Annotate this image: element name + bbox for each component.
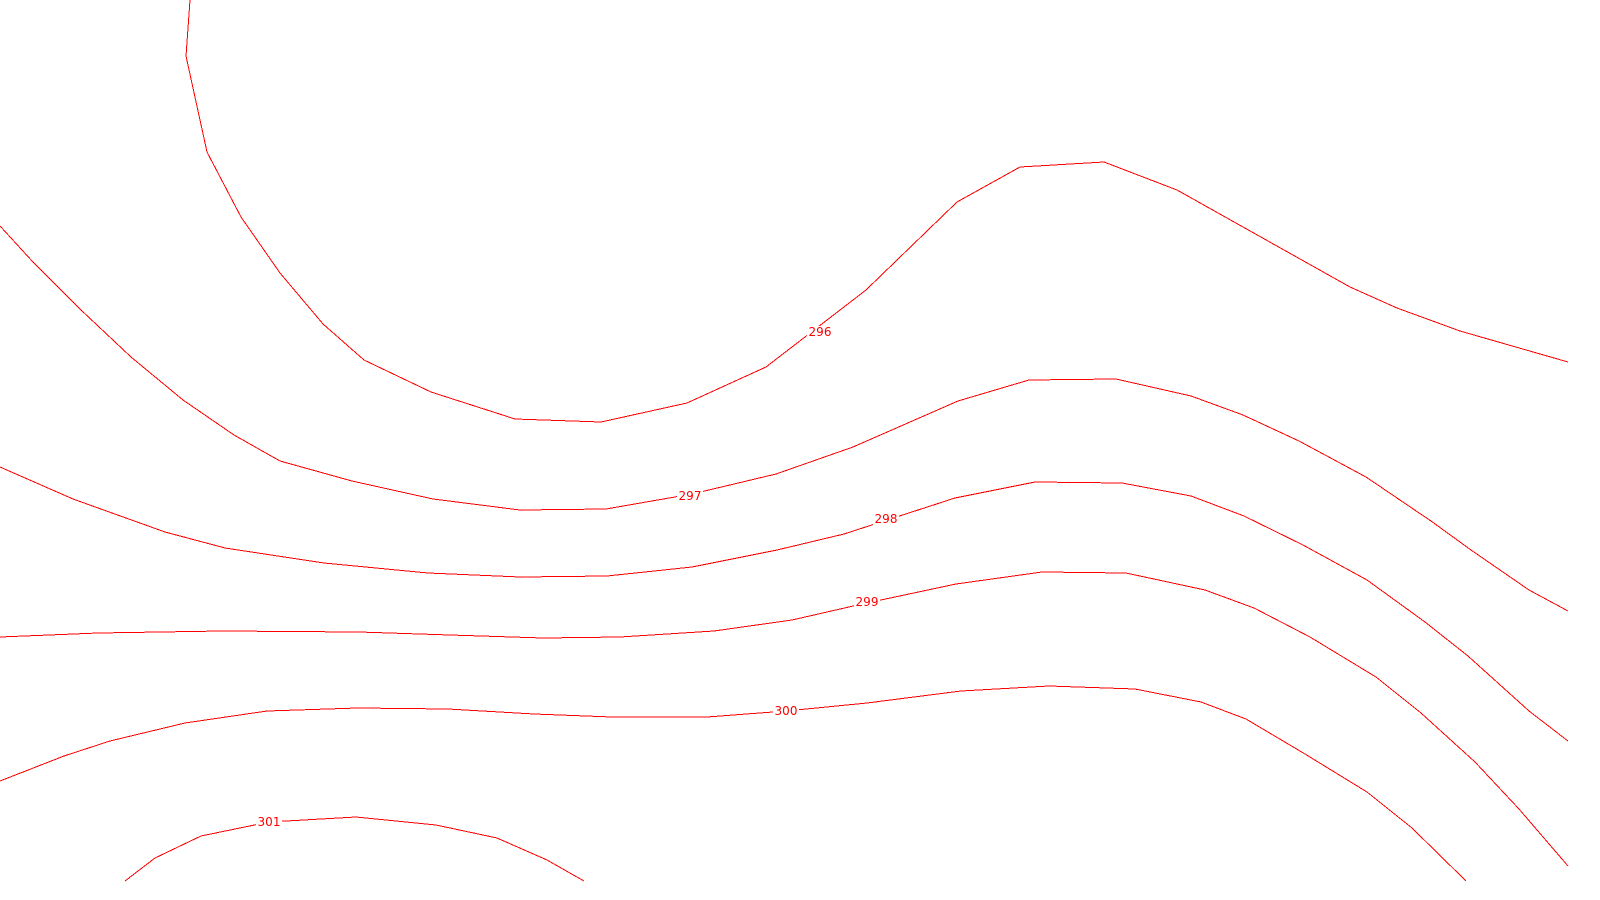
contour-line-299: [0, 571, 1569, 867]
contour-label-296: 296: [809, 325, 832, 339]
contour-line-298: [0, 466, 1569, 742]
contour-label-297: 297: [679, 489, 702, 503]
contour-labels: 296 297 298 299 300 301: [256, 325, 899, 829]
contour-label-301: 301: [258, 815, 281, 829]
contour-label-300: 300: [775, 704, 798, 718]
contour-line-300: [0, 685, 1467, 882]
contour-line-296: [185, 0, 1569, 423]
contour-lines: [0, 0, 1569, 882]
contour-label-mask-296: [807, 326, 833, 338]
contour-label-299: 299: [856, 595, 879, 609]
contour-line-297: [0, 225, 1569, 612]
contour-line-301: [124, 816, 585, 882]
contour-label-mask-297: [677, 490, 703, 502]
contour-label-mask-300: [773, 705, 799, 717]
contour-label-298: 298: [875, 512, 898, 526]
contour-label-mask-298: [873, 513, 899, 525]
contour-label-mask-301: [256, 816, 282, 828]
contour-label-mask-299: [854, 596, 880, 608]
